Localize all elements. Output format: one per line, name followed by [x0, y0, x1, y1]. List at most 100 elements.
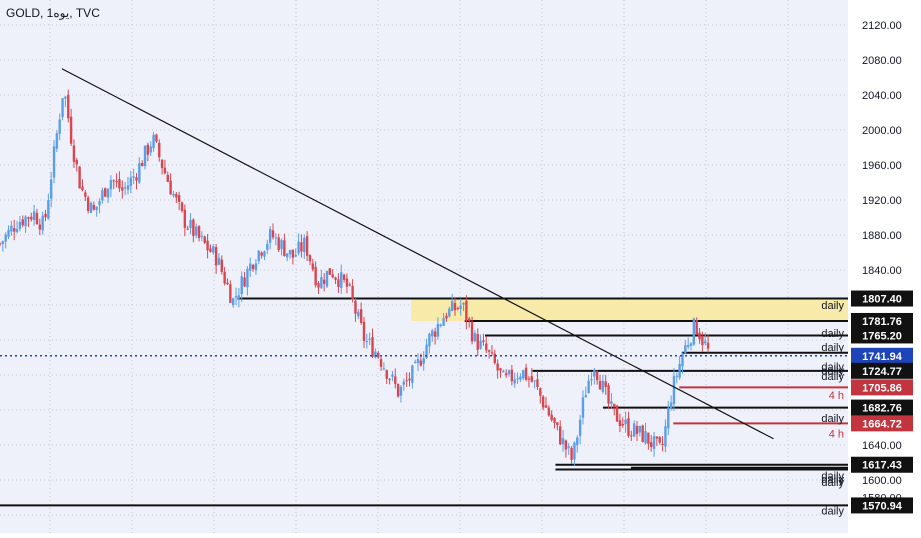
candle-body: [15, 229, 19, 232]
candle-body: [695, 320, 698, 335]
candle-body: [158, 142, 161, 158]
candle-body: [698, 332, 701, 340]
candle-body: [613, 403, 616, 408]
candle-body: [209, 248, 212, 252]
candle-body: [567, 446, 570, 448]
candle-body: [681, 354, 684, 367]
candle-body: [342, 274, 346, 280]
candle-body: [362, 321, 366, 341]
level-label: daily: [821, 300, 844, 312]
candle-body: [368, 338, 371, 340]
candle-body: [220, 259, 224, 272]
y-axis-bg: [848, 0, 921, 533]
candle-body: [280, 240, 283, 250]
candle-body: [587, 380, 590, 393]
price-tag-bg: [851, 456, 913, 473]
candle-body: [627, 418, 630, 436]
grid-layer: [0, 0, 848, 533]
candle-body: [416, 359, 420, 364]
candle-body: [684, 345, 687, 353]
candle-body: [67, 94, 70, 119]
candle-body: [189, 219, 192, 229]
candle-body: [32, 211, 36, 221]
candle-body: [169, 180, 172, 195]
candle-body: [536, 379, 539, 387]
candle-body: [300, 242, 303, 252]
candle-body: [203, 236, 206, 243]
candle-body: [615, 405, 619, 422]
candle-body: [237, 295, 241, 299]
price-tag-bg: [851, 312, 913, 329]
candle-body: [226, 282, 229, 285]
candle-body: [470, 321, 474, 342]
candle-body: [706, 342, 710, 349]
candle-body: [297, 241, 300, 254]
candle-body: [573, 442, 576, 460]
candle-body: [635, 425, 639, 434]
candle-body: [266, 243, 269, 250]
candle-body: [143, 145, 147, 167]
candle-body: [351, 286, 354, 300]
y-tick-label: 2040.00: [862, 90, 902, 102]
candle-body: [260, 252, 263, 256]
candle-body: [377, 352, 380, 358]
candle-body: [382, 368, 386, 370]
y-tick-label: 2080.00: [862, 55, 902, 67]
candle-body: [160, 159, 164, 169]
candle-body: [303, 237, 306, 252]
candle-body: [314, 266, 317, 286]
price-tag-text: 1741.94: [862, 351, 903, 363]
candle-body: [283, 240, 286, 257]
candle-body: [453, 303, 457, 311]
price-tag-text: 1617.43: [862, 460, 902, 472]
candle-body: [328, 268, 332, 275]
candle-body: [58, 119, 61, 134]
candle-body: [664, 426, 667, 447]
level-label: daily: [821, 366, 844, 378]
candle-body: [524, 367, 528, 380]
y-tick-label: 1600.00: [862, 475, 902, 487]
candle-body: [311, 263, 315, 270]
candle-body: [516, 378, 519, 380]
candle-body: [86, 197, 90, 211]
y-axis-layer: 2120.00 2080.00 2040.00 2000.00 1960.00 1920.…: [848, 0, 921, 533]
candle-body: [490, 352, 494, 354]
price-tag-text: 1570.94: [862, 500, 903, 512]
candle-body: [578, 419, 582, 436]
candle-body: [493, 353, 497, 364]
candle-body: [644, 431, 647, 444]
candle-body: [10, 225, 13, 232]
candle-body: [166, 174, 169, 182]
candles-layer: [0, 89, 710, 466]
candle-body: [507, 370, 511, 374]
y-tick-label: 1840.00: [862, 265, 902, 277]
candle-body: [206, 240, 209, 251]
candle-body: [402, 381, 406, 385]
candle-body: [149, 146, 152, 153]
level-label: daily: [821, 413, 844, 425]
candle-body: [257, 250, 260, 262]
candle-body: [7, 229, 10, 237]
candle-body: [246, 268, 249, 288]
candle-body: [4, 234, 7, 242]
candle-body: [487, 350, 491, 352]
candle-body: [533, 380, 536, 382]
candle-body: [379, 359, 383, 367]
candle-body: [234, 296, 238, 298]
candle-body: [274, 237, 278, 239]
candle-body: [294, 254, 297, 257]
candle-body: [61, 98, 64, 118]
candle-body: [647, 432, 650, 444]
level-label: daily: [821, 328, 844, 340]
candle-body: [118, 179, 121, 189]
candle-body: [81, 186, 84, 191]
candle-body: [183, 209, 187, 228]
candle-body: [581, 397, 585, 418]
candle-body: [115, 181, 118, 183]
candle-body: [590, 379, 593, 381]
candle-body: [320, 277, 323, 289]
candle-body: [701, 336, 704, 346]
y-tick-label: 1640.00: [862, 440, 902, 452]
